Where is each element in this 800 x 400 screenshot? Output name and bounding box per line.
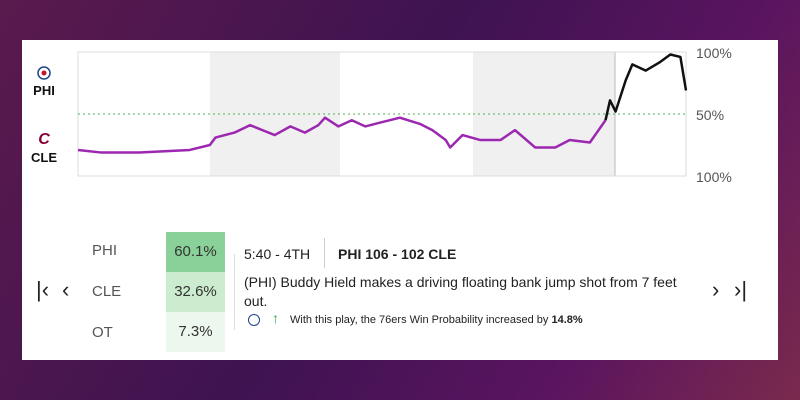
team-label: CLE <box>31 150 57 165</box>
chart: PHI C CLE 100% 50% 100% <box>31 45 732 185</box>
impact-text: With this play, the 76ers Win Probabilit… <box>290 314 549 326</box>
play-impact: With this play, the 76ers Win Probabilit… <box>290 314 583 326</box>
team-label: PHI <box>33 83 55 98</box>
y-tick-label: 100% <box>696 45 732 61</box>
cle-logo: C <box>38 131 50 148</box>
phi-logo-dot <box>41 70 47 76</box>
play-description: (PHI) Buddy Hield makes a driving floati… <box>244 274 677 309</box>
divider <box>234 254 235 330</box>
probability-cell: 32.6% <box>166 272 225 312</box>
y-tick-label: 50% <box>696 107 724 123</box>
last-button[interactable]: ›| <box>734 277 748 302</box>
prev-button[interactable]: ‹ <box>62 277 70 302</box>
probability-cell: 7.3% <box>166 312 225 352</box>
next-button[interactable]: › <box>712 277 720 302</box>
win-probability-card: PHI C CLE 100% 50% 100% PHI CLE OT 60.1% 3… <box>22 40 778 360</box>
win-probability-line <box>604 53 688 121</box>
divider <box>324 238 325 268</box>
row-label: PHI <box>92 242 118 259</box>
row-label: OT <box>92 324 113 341</box>
first-button[interactable]: |‹ <box>36 277 50 302</box>
up-arrow: ↑ <box>272 310 279 326</box>
probability-cell: 60.1% <box>166 232 225 272</box>
phi-logo <box>248 314 260 326</box>
row-label: CLE <box>92 283 122 300</box>
win-probability-line <box>77 116 607 154</box>
game-clock: 5:40 - 4TH <box>244 246 311 262</box>
score: PHI 106 - 102 CLE <box>338 246 457 262</box>
impact-value: 14.8% <box>551 314 583 326</box>
y-tick-label: 100% <box>696 169 732 185</box>
